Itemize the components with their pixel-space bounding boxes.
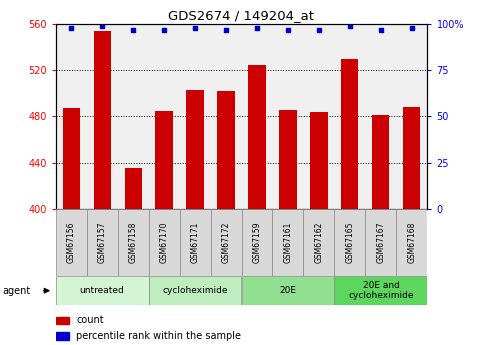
Point (129, 27, 137, 32)
Text: GSM67159: GSM67159 (253, 221, 261, 263)
Bar (366, 209, 397, 276)
Text: percentile rank within the sample: percentile rank within the sample (76, 331, 241, 341)
Text: GSM67165: GSM67165 (345, 221, 355, 263)
Bar (117, 209, 149, 276)
Bar (242, 209, 272, 276)
Text: GSM67162: GSM67162 (314, 222, 324, 263)
Text: GSM67158: GSM67158 (128, 222, 138, 263)
Point (315, 27, 323, 32)
Text: 20E and
cycloheximide: 20E and cycloheximide (348, 281, 414, 300)
Bar (311, 112, 327, 209)
Point (67, 25, 75, 31)
Bar (334, 209, 366, 276)
Text: 20E: 20E (280, 286, 297, 295)
Bar (186, 90, 203, 209)
Text: GSM67171: GSM67171 (190, 222, 199, 263)
Text: cycloheximide: cycloheximide (162, 286, 228, 295)
Bar (248, 65, 266, 209)
Text: GSM67156: GSM67156 (67, 221, 75, 263)
Text: agent: agent (2, 286, 30, 296)
Bar (156, 111, 172, 209)
Bar (125, 168, 142, 209)
Text: GSM67170: GSM67170 (159, 221, 169, 263)
Bar (280, 109, 297, 209)
Text: GSM67172: GSM67172 (222, 222, 230, 263)
Point (253, 25, 261, 31)
Text: count: count (76, 315, 104, 325)
Bar (56, 276, 149, 305)
Point (377, 27, 385, 32)
Bar (149, 209, 180, 276)
Point (284, 27, 292, 32)
Text: GSM67168: GSM67168 (408, 222, 416, 263)
Bar (403, 107, 421, 209)
Bar (56, 317, 69, 324)
Text: GSM67161: GSM67161 (284, 222, 293, 263)
Point (191, 25, 199, 31)
Bar (211, 209, 242, 276)
Bar (334, 276, 427, 305)
Bar (56, 332, 69, 340)
Text: GSM67167: GSM67167 (376, 221, 385, 263)
Point (408, 25, 416, 31)
Bar (149, 276, 242, 305)
Bar (94, 31, 111, 209)
Bar (303, 209, 334, 276)
Bar (372, 115, 389, 209)
Bar (62, 108, 80, 209)
Bar (56, 209, 86, 276)
Point (222, 27, 230, 32)
Bar (341, 59, 358, 209)
Bar (180, 209, 211, 276)
Text: GSM67157: GSM67157 (98, 221, 107, 263)
Text: untreated: untreated (80, 286, 125, 295)
Text: GDS2674 / 149204_at: GDS2674 / 149204_at (169, 9, 314, 22)
Bar (86, 209, 117, 276)
Point (346, 23, 354, 29)
Point (160, 27, 168, 32)
Bar (397, 209, 427, 276)
Point (98, 23, 106, 29)
Bar (242, 276, 334, 305)
Bar (272, 209, 303, 276)
Bar (217, 91, 235, 209)
